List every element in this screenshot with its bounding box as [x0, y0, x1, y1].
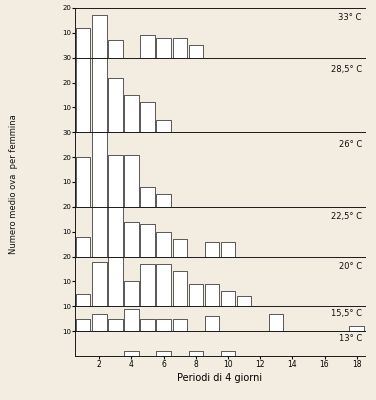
- Bar: [173, 272, 187, 306]
- Bar: [124, 351, 139, 356]
- Bar: [221, 351, 235, 356]
- Bar: [92, 16, 106, 58]
- Bar: [92, 202, 106, 256]
- Bar: [76, 237, 91, 256]
- Bar: [140, 264, 155, 306]
- Bar: [349, 326, 364, 331]
- Bar: [124, 309, 139, 331]
- Bar: [108, 204, 123, 256]
- Bar: [140, 35, 155, 58]
- Bar: [189, 284, 203, 306]
- Bar: [156, 264, 171, 306]
- Bar: [108, 319, 123, 331]
- Text: 15,5° C: 15,5° C: [331, 309, 362, 318]
- Bar: [108, 256, 123, 306]
- Bar: [156, 120, 171, 132]
- Bar: [108, 78, 123, 132]
- Bar: [108, 40, 123, 58]
- Text: 20° C: 20° C: [339, 262, 362, 270]
- X-axis label: Periodi di 4 giorni: Periodi di 4 giorni: [177, 373, 262, 383]
- Bar: [92, 262, 106, 306]
- Bar: [140, 224, 155, 256]
- Bar: [221, 242, 235, 256]
- Bar: [189, 45, 203, 58]
- Bar: [173, 239, 187, 256]
- Bar: [92, 132, 106, 207]
- Bar: [173, 38, 187, 58]
- Bar: [140, 187, 155, 207]
- Bar: [205, 316, 219, 331]
- Bar: [76, 319, 91, 331]
- Bar: [124, 282, 139, 306]
- Bar: [124, 222, 139, 256]
- Bar: [124, 155, 139, 207]
- Text: 33° C: 33° C: [338, 13, 362, 22]
- Bar: [140, 102, 155, 132]
- Bar: [237, 296, 251, 306]
- Bar: [140, 319, 155, 331]
- Bar: [156, 38, 171, 58]
- Bar: [205, 242, 219, 256]
- Bar: [76, 28, 91, 58]
- Bar: [221, 291, 235, 306]
- Bar: [269, 314, 284, 331]
- Bar: [156, 319, 171, 331]
- Text: Numero medio ova  per femmina: Numero medio ova per femmina: [9, 114, 18, 254]
- Bar: [156, 351, 171, 356]
- Bar: [156, 194, 171, 207]
- Text: 13° C: 13° C: [338, 334, 362, 343]
- Bar: [173, 319, 187, 331]
- Text: 22,5° C: 22,5° C: [331, 212, 362, 221]
- Text: 28,5° C: 28,5° C: [331, 65, 362, 74]
- Bar: [76, 157, 91, 207]
- Bar: [189, 351, 203, 356]
- Bar: [92, 314, 106, 331]
- Bar: [92, 53, 106, 132]
- Bar: [156, 232, 171, 256]
- Bar: [205, 284, 219, 306]
- Text: 26° C: 26° C: [338, 140, 362, 149]
- Bar: [76, 294, 91, 306]
- Bar: [76, 50, 91, 132]
- Bar: [124, 95, 139, 132]
- Bar: [108, 155, 123, 207]
